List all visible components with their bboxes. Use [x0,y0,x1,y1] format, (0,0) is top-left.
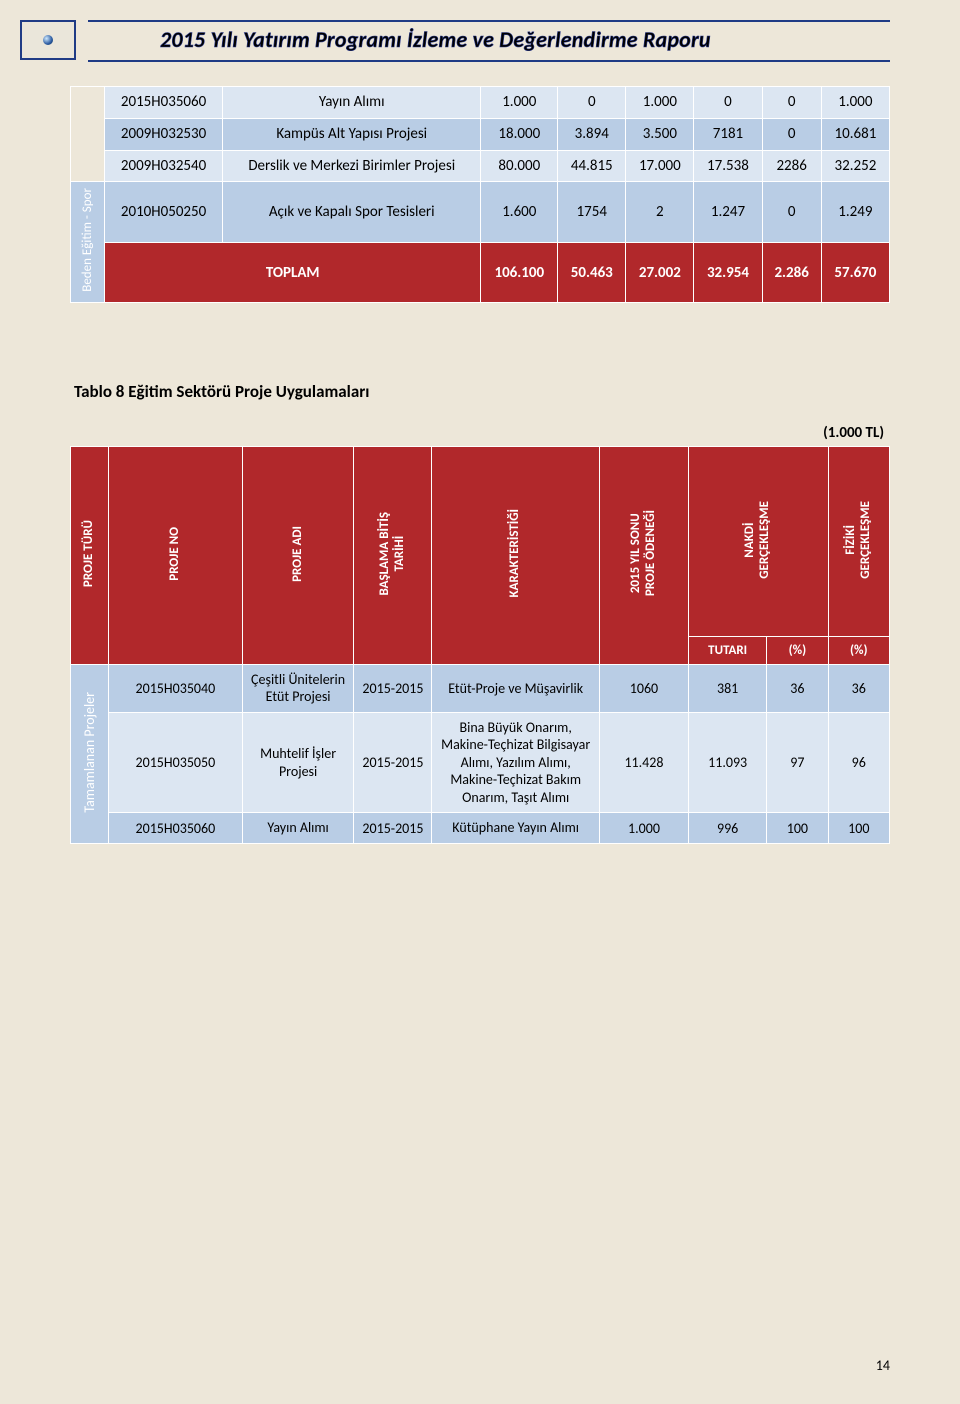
cell: 2 [626,182,694,243]
cell: 0 [762,118,821,150]
proj-code: 2015H035060 [105,87,223,119]
logo-dot-icon [43,35,53,45]
proj-nakdi-pct: 100 [767,813,828,844]
category-label: Beden Eğitim - Spor [80,188,95,292]
cell: 1754 [558,182,626,243]
col-proje-no: PROJE NO [108,446,242,664]
cell: 17.538 [694,150,762,182]
page-number: 14 [876,1357,890,1374]
proj-no: 2015H035060 [108,813,242,844]
page-header: 2015 Yılı Yatırım Programı İzleme ve Değ… [70,20,890,68]
proj-kar: Bina Büyük Onarım, Makine-Teçhizat Bilgi… [432,712,599,813]
section-title: Tablo 8 Eğitim Sektörü Proje Uygulamalar… [74,381,890,402]
table-row: Tamamlanan Projeler 2015H035040 Çeşitli … [71,664,890,712]
proj-tarih: 2015-2015 [354,813,432,844]
proj-code: 2009H032540 [105,150,223,182]
category-cell: Beden Eğitim - Spor [71,182,105,303]
table-row: 2015H035060 Yayın Alımı 2015-2015 Kütüph… [71,813,890,844]
cell: 3.894 [558,118,626,150]
proj-tutari: 996 [689,813,767,844]
total-label: TOPLAM [105,243,481,303]
detail-table: PROJE TÜRÜ PROJE NO PROJE ADI BAŞLAMA Bİ… [70,446,890,844]
cell: 10.681 [821,118,889,150]
proj-adi: Muhtelif İşler Projesi [242,712,354,813]
header-rule [88,20,890,22]
category-cell-empty [71,87,105,182]
table-row: Beden Eğitim - Spor 2010H050250 Açık ve … [71,182,890,243]
cell: 1.000 [481,87,558,119]
cell: 1.000 [626,87,694,119]
cell: 32.252 [821,150,889,182]
cell: 3.500 [626,118,694,150]
proj-kar: Kütüphane Yayın Alımı [432,813,599,844]
total-cell: 57.670 [821,243,889,303]
total-row: TOPLAM 106.100 50.463 27.002 32.954 2.28… [71,243,890,303]
sub-tutari: TUTARI [689,636,767,664]
proj-name: Yayın Alımı [223,87,481,119]
proj-tutari: 11.093 [689,712,767,813]
proj-odenek: 1.000 [599,813,688,844]
cell: 2286 [762,150,821,182]
proj-adi: Çeşitli Ünitelerin Etüt Projesi [242,664,354,712]
total-cell: 50.463 [558,243,626,303]
table-row: 2015H035060 Yayın Alımı 1.000 0 1.000 0 … [71,87,890,119]
proj-tarih: 2015-2015 [354,664,432,712]
proj-name: Açık ve Kapalı Spor Tesisleri [223,182,481,243]
cell: 18.000 [481,118,558,150]
unit-note: (1.000 TL) [70,424,884,442]
proj-name: Kampüs Alt Yapısı Projesi [223,118,481,150]
proj-code: 2010H050250 [105,182,223,243]
header-logo-box [20,20,76,60]
cell: 0 [558,87,626,119]
proj-kar: Etüt-Proje ve Müşavirlik [432,664,599,712]
proj-no: 2015H035040 [108,664,242,712]
total-cell: 2.286 [762,243,821,303]
proj-tutari: 381 [689,664,767,712]
total-cell: 32.954 [694,243,762,303]
cell: 17.000 [626,150,694,182]
col-proje-adi: PROJE ADI [242,446,354,664]
report-title: 2015 Yılı Yatırım Programı İzleme ve Değ… [160,26,711,53]
header-row: PROJE TÜRÜ PROJE NO PROJE ADI BAŞLAMA Bİ… [71,446,890,636]
cell: 0 [762,87,821,119]
proj-code: 2009H032530 [105,118,223,150]
cell: 1.000 [821,87,889,119]
col-karakteristigi: KARAKTERİSTİĞİ [432,446,599,664]
col-proje-turu: PROJE TÜRÜ [71,446,109,664]
cell: 1.249 [821,182,889,243]
summary-table: 2015H035060 Yayın Alımı 1.000 0 1.000 0 … [70,86,890,303]
proj-name: Derslik ve Merkezi Birimler Projesi [223,150,481,182]
table-row: 2009H032530 Kampüs Alt Yapısı Projesi 18… [71,118,890,150]
proj-adi: Yayın Alımı [242,813,354,844]
cell: 7181 [694,118,762,150]
cell: 44.815 [558,150,626,182]
sub-pct: (%) [828,636,889,664]
proj-tarih: 2015-2015 [354,712,432,813]
proj-fiziki-pct: 96 [828,712,889,813]
col-nakdi-gerceklesme: NAKDİGERÇEKLEŞME [689,446,828,636]
col-baslama-bitis: BAŞLAMA BİTİŞTARİHİ [354,446,432,664]
proj-odenek: 1060 [599,664,688,712]
cell: 1.600 [481,182,558,243]
cell: 80.000 [481,150,558,182]
table-row: 2009H032540 Derslik ve Merkezi Birimler … [71,150,890,182]
cell: 1.247 [694,182,762,243]
col-fiziki-gerceklesme: FİZİKİGERÇEKLEŞME [828,446,889,636]
sub-pct: (%) [767,636,828,664]
proj-odenek: 11.428 [599,712,688,813]
col-yilsonu-odenegi: 2015 YIL SONUPROJE ÖDENEĞİ [599,446,688,664]
category-label: Tamamlanan Projeler [81,692,98,813]
header-rule [88,60,890,62]
cell: 0 [762,182,821,243]
proj-nakdi-pct: 97 [767,712,828,813]
total-cell: 27.002 [626,243,694,303]
category-cell: Tamamlanan Projeler [71,664,109,843]
proj-no: 2015H035050 [108,712,242,813]
proj-fiziki-pct: 100 [828,813,889,844]
cell: 0 [694,87,762,119]
table-row: 2015H035050 Muhtelif İşler Projesi 2015-… [71,712,890,813]
total-cell: 106.100 [481,243,558,303]
proj-fiziki-pct: 36 [828,664,889,712]
proj-nakdi-pct: 36 [767,664,828,712]
